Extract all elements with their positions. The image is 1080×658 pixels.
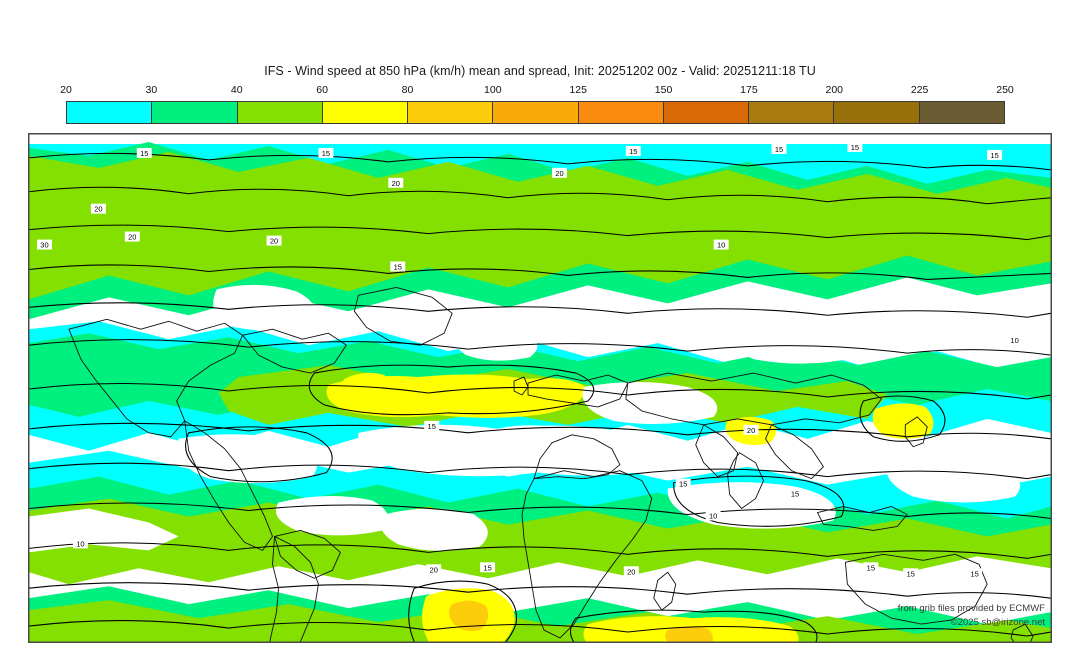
svg-text:30: 30 [40,241,48,250]
svg-text:15: 15 [867,563,875,572]
map-panel: 15 15 15 15 15 15 20 20 30 20 20 20 10 1… [28,133,1052,643]
svg-text:15: 15 [990,151,998,160]
colorbar-band-8 [749,102,835,123]
credit-copyright: ©2025 sb@irizone.net [950,617,1045,628]
colorbar-tick-200: 200 [825,84,844,96]
colorbar-tick-225: 225 [910,84,929,96]
colorbar-bands [66,101,1005,124]
colorbar-band-6 [578,102,664,123]
colorbar-tick-100: 100 [484,84,502,96]
colorbar-band-10 [919,102,1004,123]
svg-text:15: 15 [907,569,915,578]
svg-text:20: 20 [555,169,563,178]
colorbar-band-1 [152,102,238,123]
svg-text:20: 20 [392,179,400,188]
colorbar-band-4 [408,102,494,123]
svg-text:10: 10 [1010,336,1018,345]
svg-text:20: 20 [128,233,136,242]
filled-contour-layer: 15 15 15 15 15 15 20 20 30 20 20 20 10 1… [29,134,1051,642]
contour-label-layer: 15 15 15 15 15 15 20 20 30 20 20 20 10 1… [36,141,1023,578]
svg-text:15: 15 [629,147,637,156]
svg-text:15: 15 [483,563,491,572]
svg-text:15: 15 [775,145,783,154]
svg-text:15: 15 [679,480,687,489]
svg-text:10: 10 [709,511,717,520]
colorbar-tick-60: 60 [316,84,328,96]
svg-text:15: 15 [140,149,148,158]
colorbar-tick-150: 150 [654,84,673,96]
colorbar-tick-labels: 20 30 40 60 80 100 125 150 175 200 225 250 [60,84,1014,98]
colorbar-band-3 [322,102,409,123]
svg-text:15: 15 [851,143,859,152]
svg-text:15: 15 [970,569,978,578]
colorbar: 20 30 40 60 80 100 125 150 175 200 225 250 [60,84,1014,124]
svg-text:15: 15 [791,490,799,499]
colorbar-band-5 [493,102,579,123]
coastline-layer [68,286,1034,642]
colorbar-tick-250: 250 [996,84,1014,96]
credit-source: from grib files provided by ECMWF [897,603,1045,614]
spread-field-map: 15 15 15 15 15 15 20 20 30 20 20 20 10 1… [29,134,1051,642]
colorbar-tick-20: 20 [60,84,72,96]
colorbar-tick-80: 80 [401,84,414,96]
svg-text:15: 15 [428,422,436,431]
svg-text:20: 20 [94,205,102,214]
svg-text:10: 10 [717,241,725,250]
svg-text:15: 15 [322,149,330,158]
svg-text:20: 20 [747,426,755,435]
colorbar-tick-175: 175 [740,84,758,96]
colorbar-band-2 [237,102,323,123]
svg-text:20: 20 [627,567,635,576]
svg-text:20: 20 [430,565,438,574]
svg-text:10: 10 [76,539,84,548]
colorbar-band-9 [834,102,920,123]
colorbar-tick-30: 30 [145,84,158,96]
colorbar-tick-40: 40 [230,84,243,96]
chart-title: IFS - Wind speed at 850 hPa (km/h) mean … [264,64,816,78]
svg-text:20: 20 [270,237,278,246]
isoline-layer [29,152,1051,642]
colorbar-band-7 [663,102,750,123]
colorbar-tick-125: 125 [569,84,587,96]
svg-text:15: 15 [394,262,402,271]
colorbar-band-0 [67,102,153,123]
